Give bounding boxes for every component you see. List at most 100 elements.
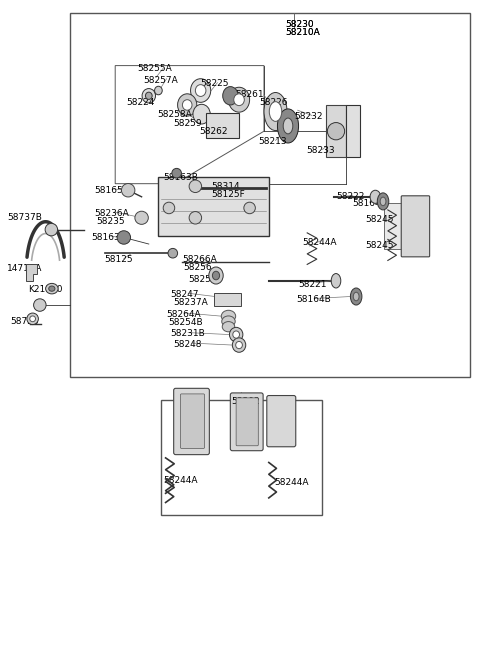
Circle shape	[327, 123, 345, 140]
Ellipse shape	[264, 92, 287, 131]
Text: 58256: 58256	[183, 263, 212, 272]
FancyBboxPatch shape	[236, 398, 258, 446]
Text: 58210A: 58210A	[286, 28, 320, 37]
Text: 58247: 58247	[170, 290, 198, 299]
Ellipse shape	[234, 94, 244, 106]
Ellipse shape	[155, 86, 162, 94]
Ellipse shape	[195, 85, 206, 96]
Text: 58244A: 58244A	[302, 237, 337, 247]
Ellipse shape	[380, 197, 386, 206]
FancyBboxPatch shape	[174, 388, 209, 455]
Text: 58726: 58726	[11, 317, 39, 326]
Circle shape	[244, 202, 255, 214]
Text: K21000: K21000	[28, 285, 62, 295]
Ellipse shape	[212, 272, 220, 280]
Text: 58225: 58225	[201, 79, 229, 89]
Text: 58236A: 58236A	[94, 209, 129, 218]
Text: 58302: 58302	[231, 397, 260, 406]
Text: 58163B: 58163B	[91, 233, 126, 242]
Text: 58213: 58213	[258, 137, 287, 146]
Text: 58245: 58245	[365, 215, 393, 224]
Text: 58245: 58245	[365, 241, 393, 250]
Text: 58224: 58224	[127, 98, 155, 108]
Text: 58164B: 58164B	[297, 295, 331, 304]
Ellipse shape	[221, 310, 236, 322]
Polygon shape	[326, 105, 346, 157]
Text: 58261: 58261	[235, 90, 264, 99]
FancyBboxPatch shape	[230, 393, 263, 451]
Ellipse shape	[370, 190, 381, 203]
Ellipse shape	[46, 283, 58, 294]
Text: 58125: 58125	[105, 255, 133, 264]
Ellipse shape	[350, 288, 362, 305]
Bar	[161, 400, 322, 515]
Text: 58230: 58230	[286, 20, 314, 29]
Ellipse shape	[222, 316, 235, 327]
Ellipse shape	[193, 104, 210, 124]
Ellipse shape	[269, 102, 282, 121]
FancyBboxPatch shape	[158, 177, 269, 236]
Text: 58233: 58233	[306, 146, 335, 155]
Text: 58226: 58226	[259, 98, 288, 108]
Circle shape	[189, 180, 202, 193]
Text: 58221: 58221	[299, 279, 327, 289]
Ellipse shape	[142, 89, 156, 103]
Circle shape	[168, 249, 178, 258]
Text: 58255A: 58255A	[137, 64, 171, 73]
Ellipse shape	[135, 211, 148, 224]
Circle shape	[163, 202, 175, 214]
Ellipse shape	[191, 79, 211, 102]
Ellipse shape	[353, 292, 359, 300]
Text: 58244A: 58244A	[163, 476, 198, 485]
Ellipse shape	[223, 87, 238, 105]
Ellipse shape	[209, 267, 223, 284]
FancyBboxPatch shape	[267, 396, 296, 447]
Text: 58125F: 58125F	[211, 190, 245, 199]
Ellipse shape	[229, 327, 243, 342]
Polygon shape	[384, 203, 403, 249]
Ellipse shape	[331, 274, 341, 288]
Polygon shape	[214, 293, 241, 306]
Circle shape	[189, 211, 202, 224]
Ellipse shape	[178, 94, 197, 116]
Ellipse shape	[377, 193, 389, 210]
Polygon shape	[346, 105, 360, 157]
Circle shape	[30, 316, 36, 321]
Ellipse shape	[233, 331, 240, 338]
Circle shape	[27, 313, 38, 325]
Text: 58264A: 58264A	[166, 310, 201, 319]
Ellipse shape	[222, 321, 235, 332]
Text: 58165A: 58165A	[94, 186, 129, 195]
Ellipse shape	[283, 118, 293, 134]
Circle shape	[117, 231, 131, 244]
Text: 58251: 58251	[189, 275, 217, 284]
Text: 58254B: 58254B	[168, 318, 203, 327]
Bar	[70, 13, 470, 377]
Text: 58737B: 58737B	[7, 213, 42, 222]
Text: 58258A: 58258A	[157, 110, 192, 119]
Text: 58235: 58235	[96, 217, 125, 226]
Ellipse shape	[49, 286, 55, 291]
FancyBboxPatch shape	[180, 394, 204, 449]
Text: 58231B: 58231B	[170, 329, 204, 338]
Circle shape	[45, 223, 58, 236]
Ellipse shape	[277, 109, 299, 143]
Ellipse shape	[182, 100, 192, 110]
Text: 58244A: 58244A	[275, 478, 309, 487]
Circle shape	[172, 169, 181, 178]
Ellipse shape	[228, 87, 250, 112]
Text: 58230: 58230	[286, 20, 314, 29]
Text: 58210A: 58210A	[286, 28, 320, 37]
Text: 58314: 58314	[211, 182, 240, 191]
Ellipse shape	[145, 92, 152, 99]
Ellipse shape	[232, 338, 246, 352]
Circle shape	[34, 298, 46, 312]
FancyBboxPatch shape	[401, 195, 430, 257]
Circle shape	[121, 184, 135, 197]
Polygon shape	[26, 264, 37, 281]
Text: 58266A: 58266A	[182, 255, 217, 264]
Text: 58248: 58248	[174, 340, 202, 349]
Ellipse shape	[236, 341, 242, 349]
Text: 58259: 58259	[173, 119, 202, 128]
Text: 58163B: 58163B	[163, 173, 198, 182]
